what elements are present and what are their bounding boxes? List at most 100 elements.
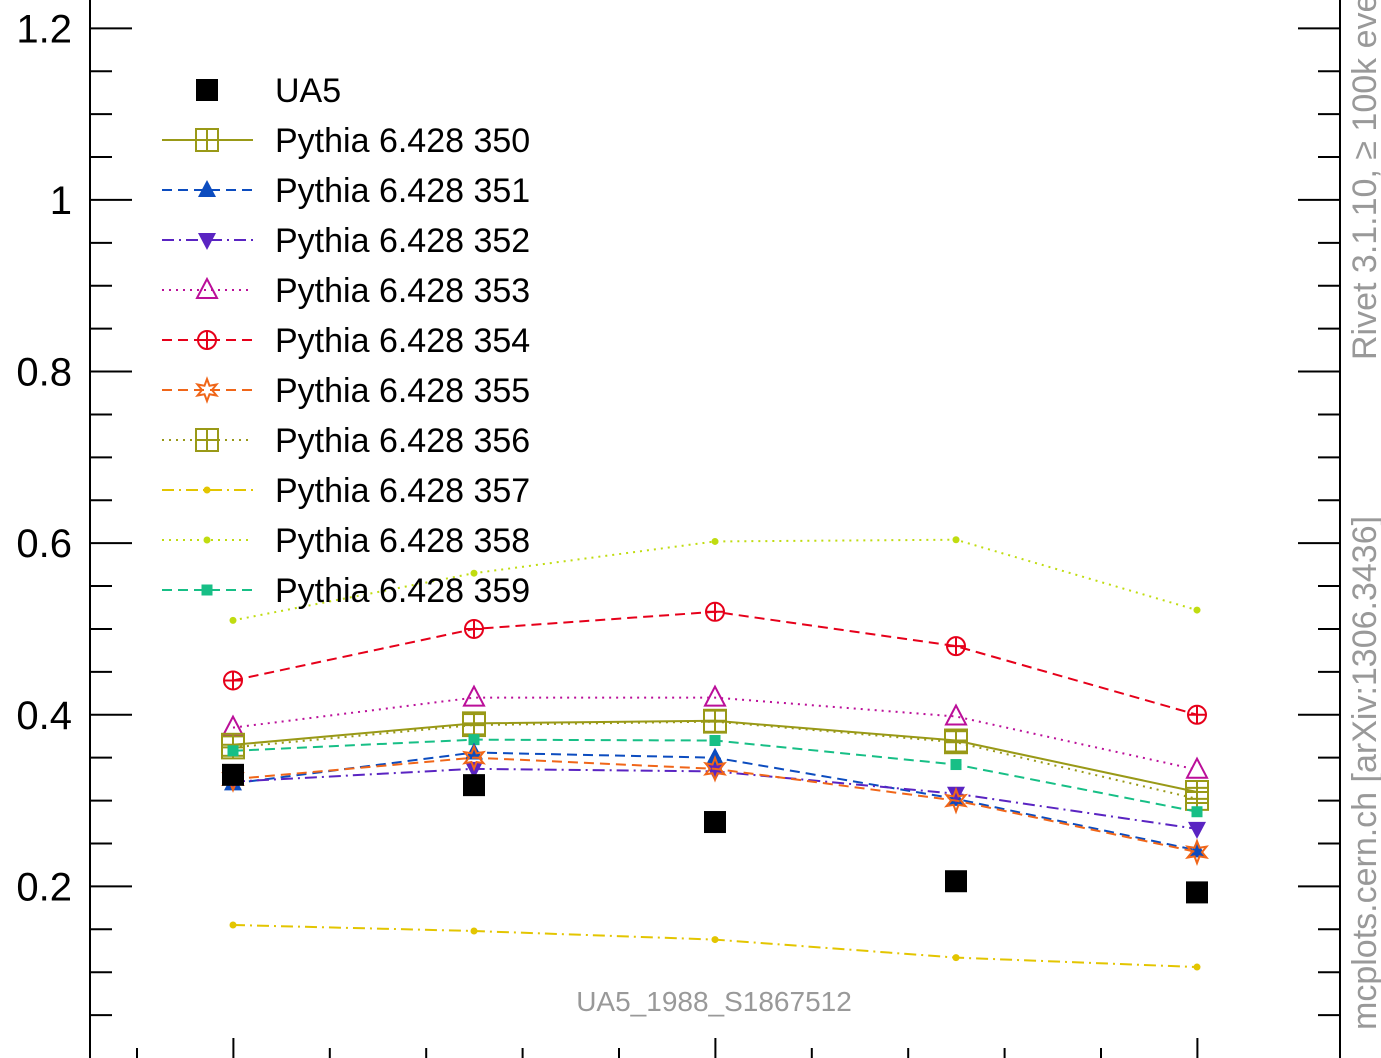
data-point [462, 713, 486, 738]
series-line [232, 756, 1198, 854]
legend-label: Pythia 6.428 354 [275, 322, 530, 360]
data-point [222, 763, 244, 786]
legend-label: Pythia 6.428 352 [275, 222, 530, 260]
data-point [1186, 881, 1208, 904]
data-point [711, 936, 719, 944]
legend-label: Pythia 6.428 357 [275, 472, 530, 510]
y-tick-label: 0.6 [16, 522, 72, 566]
y-tick-label: 1 [50, 179, 72, 223]
data-point [703, 684, 727, 707]
data-point [1188, 821, 1206, 839]
legend-label: Pythia 6.428 356 [275, 422, 530, 460]
legend-entry: Pythia 6.428 359 [162, 572, 530, 610]
legend: UA5 Pythia 6.428 350 Pythia 6.428 351 Pythi… [162, 72, 530, 610]
data-point [229, 616, 237, 624]
data-point [944, 703, 968, 726]
series-line [232, 923, 1198, 969]
data-point [950, 759, 962, 771]
data-point [1185, 756, 1209, 779]
analysis-label: UA5_1988_S1867512 [576, 986, 852, 1017]
data-point [705, 601, 725, 622]
data-point [952, 954, 960, 962]
data-point [709, 735, 721, 747]
data-point [1188, 840, 1206, 858]
legend-marker [198, 180, 216, 197]
data-point [470, 927, 478, 935]
series-7 [221, 709, 1209, 811]
legend-marker [195, 376, 219, 404]
series-line [232, 610, 1198, 716]
legend-label: Pythia 6.428 358 [275, 522, 530, 560]
data-point [1193, 606, 1201, 614]
data-point [227, 745, 239, 757]
data-point [468, 734, 480, 746]
legend-entry: Pythia 6.428 357 [162, 472, 530, 510]
data-point [462, 743, 486, 772]
data-point [703, 754, 727, 783]
legend-entry: Pythia 6.428 354 [162, 322, 530, 360]
legend-entry: Pythia 6.428 356 [162, 422, 530, 460]
series-line [232, 696, 1198, 771]
legend-marker [203, 536, 211, 544]
data-point [229, 921, 237, 929]
legend-label: Pythia 6.428 351 [275, 172, 530, 210]
data-point [463, 774, 485, 797]
series-9 [229, 536, 1201, 624]
legend-label: UA5 [275, 72, 341, 110]
legend-entry: Pythia 6.428 358 [162, 522, 530, 560]
x-axis [136, 1038, 1199, 1058]
data-point [1191, 806, 1203, 818]
data-point [470, 569, 478, 577]
series-8 [229, 921, 1201, 971]
mcplots-label: mcplots.cern.ch [arXiv:1306.3436] [1346, 516, 1381, 1030]
legend-label: Pythia 6.428 353 [275, 272, 530, 310]
y-axis: 0.2 0.4 0.6 0.8 1 1.2 [16, 7, 1340, 1017]
legend-marker [195, 428, 219, 452]
data-point [465, 742, 483, 760]
data-point [1187, 704, 1207, 725]
data-point [462, 684, 486, 707]
data-point [947, 786, 965, 804]
legend-marker [203, 486, 211, 494]
data-point [223, 670, 243, 691]
legend-entry: Pythia 6.428 351 [162, 172, 530, 210]
series-10 [227, 734, 1203, 818]
data-point [1193, 963, 1201, 971]
legend-marker [201, 584, 213, 596]
plot-frame [89, 0, 1341, 1058]
legend-entry: UA5 [196, 72, 341, 110]
legend-marker [195, 128, 219, 152]
data-point [464, 618, 484, 639]
series-layer [221, 536, 1209, 971]
legend-marker [195, 276, 219, 299]
y-tick-label: 0.2 [16, 865, 72, 909]
y-tick-label: 1.2 [16, 7, 72, 51]
data-point [1185, 838, 1209, 866]
legend-marker [197, 330, 217, 350]
data-point [946, 636, 966, 657]
legend-entry: Pythia 6.428 352 [162, 222, 530, 260]
legend-label: Pythia 6.428 359 [275, 572, 530, 610]
series-4 [221, 684, 1209, 779]
series-0 [222, 763, 1208, 904]
data-point [952, 536, 960, 544]
data-point [711, 537, 719, 545]
legend-entry: Pythia 6.428 353 [162, 272, 530, 310]
legend-label: Pythia 6.428 350 [275, 122, 530, 160]
y-tick-label: 0.8 [16, 351, 72, 395]
legend-marker [198, 233, 216, 250]
data-point [944, 730, 968, 755]
y-tick-label: 0.4 [16, 694, 72, 738]
series-line [232, 538, 1198, 622]
data-point [704, 811, 726, 834]
data-point [703, 709, 727, 734]
series-5 [223, 601, 1207, 725]
data-point [945, 870, 967, 893]
legend-marker [196, 79, 218, 101]
data-point [944, 786, 968, 815]
legend-label: Pythia 6.428 355 [275, 372, 530, 410]
legend-entry: Pythia 6.428 350 [162, 122, 530, 160]
legend-entry: Pythia 6.428 355 [162, 372, 530, 410]
rivet-version-label: Rivet 3.1.10, ≥ 100k events [1346, 0, 1381, 360]
